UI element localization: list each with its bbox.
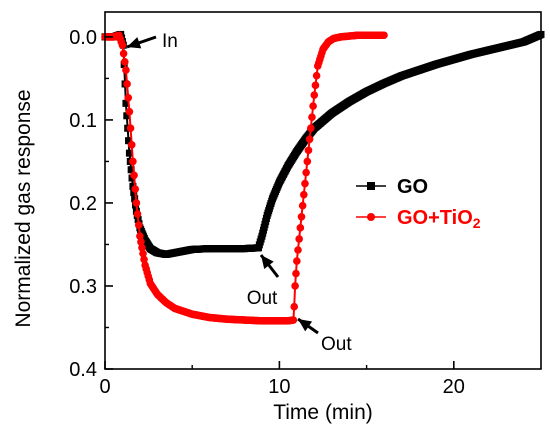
data-layer (101, 30, 545, 325)
data-point (125, 149, 133, 157)
data-point (125, 137, 133, 145)
data-point (302, 168, 310, 177)
data-point (295, 235, 303, 243)
data-point (297, 212, 306, 221)
annotation-in: In (126, 31, 178, 52)
annotation-label: In (162, 31, 178, 52)
legend-entry-go: GO (356, 176, 428, 198)
data-point (301, 179, 309, 188)
legend-label-go-main: GO (397, 176, 428, 198)
data-point (291, 282, 299, 290)
annotation-label: Out (321, 334, 352, 355)
y-tick-label: 0.2 (69, 193, 97, 215)
annotation-out: Out (297, 317, 352, 355)
data-point (380, 31, 388, 40)
data-point (130, 171, 138, 180)
x-tick-label: 10 (268, 376, 290, 398)
series-go-tio2 (101, 31, 388, 325)
data-point (312, 71, 321, 80)
data-point (118, 41, 127, 50)
annotation-label: Out (247, 288, 278, 309)
legend-label-go-tio2-main: GO+TiO (397, 207, 473, 229)
data-point (131, 195, 139, 203)
data-point (308, 113, 316, 121)
data-point (139, 249, 147, 258)
data-point (120, 58, 129, 66)
data-point (123, 80, 131, 88)
data-point (138, 243, 146, 252)
data-point (311, 81, 320, 90)
y-tick-label: 0.0 (69, 27, 97, 49)
data-point (126, 124, 135, 133)
annotation-arrow-head (298, 319, 313, 332)
data-point (127, 166, 135, 174)
data-point (137, 238, 145, 246)
data-point (309, 102, 317, 110)
legend: GO GO+TiO2 (356, 176, 481, 231)
y-tick-label: 0.4 (69, 359, 97, 381)
legend-entry-go-tio2: GO+TiO2 (356, 207, 481, 231)
legend-label-go: GO (397, 176, 428, 198)
data-point (304, 146, 313, 155)
data-point (305, 135, 314, 144)
data-point (122, 99, 130, 107)
data-point (310, 91, 319, 99)
annotation-out: Out (247, 254, 280, 309)
legend-label-go-tio2-sub: 2 (473, 215, 481, 231)
data-point (133, 210, 142, 218)
x-axis-title: Time (min) (273, 401, 373, 424)
y-axis-title: Normalized gas response (12, 89, 35, 327)
annotations: In Out Out (126, 31, 352, 355)
annotation-arrow-head (127, 37, 142, 49)
data-point (119, 49, 128, 58)
data-point (127, 141, 136, 149)
data-point (298, 201, 307, 210)
data-point (122, 66, 130, 74)
data-point (303, 157, 312, 166)
annotation-arrow-head (261, 255, 274, 269)
data-point (129, 157, 137, 166)
legend-marker-go (367, 182, 375, 190)
data-point (293, 257, 301, 265)
x-tick-label: 0 (99, 376, 110, 398)
legend-label-go-tio2: GO+TiO2 (397, 207, 481, 231)
x-tick-label: 20 (443, 376, 465, 398)
data-point (132, 199, 141, 207)
data-point (134, 221, 143, 229)
y-tick-label: 0.3 (69, 276, 97, 298)
data-point (300, 190, 308, 199)
data-point (289, 316, 298, 324)
axes-layer: 0 10 20 0.0 0.1 0.2 0.3 0.4 (69, 27, 465, 398)
data-point (292, 269, 300, 278)
data-point (123, 112, 131, 120)
data-point (290, 302, 299, 311)
data-point (140, 255, 148, 264)
y-tick-label: 0.1 (69, 110, 97, 132)
data-point (125, 107, 134, 116)
legend-marker-go-tio2 (367, 213, 375, 221)
data-point (124, 93, 133, 102)
data-point (306, 124, 315, 133)
data-point (136, 232, 144, 240)
data-point (294, 246, 302, 254)
plot-frame (104, 11, 542, 370)
data-point (131, 185, 140, 193)
data-point (296, 224, 305, 232)
